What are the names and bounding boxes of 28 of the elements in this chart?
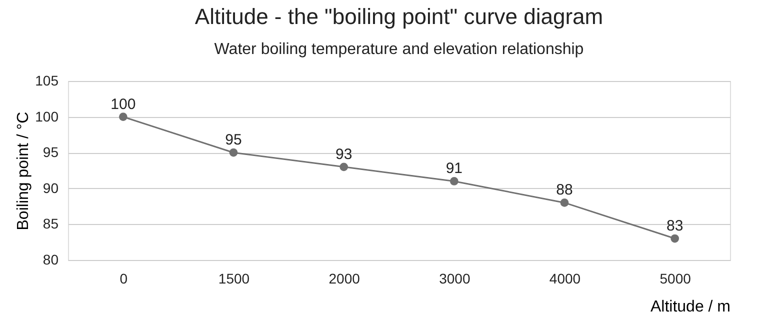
x-tick-label: 4000 [549,270,581,286]
point [340,162,348,172]
y-tick-label: 95 [42,144,59,160]
point [229,148,238,157]
chart-subtitle: Water boiling temperature and elevation relationship [214,41,584,58]
data-label: 93 [335,146,352,163]
y-tick-label: 105 [35,72,59,88]
data-label: 95 [225,132,242,149]
data-label: 100 [110,96,136,113]
point [560,198,569,207]
y-tick-label: 100 [35,108,59,124]
y-axis-title: Boiling point / °C [15,112,32,230]
x-tick-label: 0 [120,270,128,286]
y-tick-label: 80 [42,252,59,268]
x-tick-label: 5000 [660,270,692,286]
point [670,234,680,243]
x-axis-title: Altitude / m [650,298,730,316]
point [450,177,458,186]
data-label: 88 [556,182,573,199]
y-tick-label: 90 [42,180,59,196]
chart-title: Altitude - the "boiling point" curve diagram [194,4,604,29]
x-tick-label: 1500 [218,270,250,286]
x-tick-label: 2000 [328,270,360,286]
data-label: 91 [446,160,463,178]
point [118,112,128,121]
data-label: 83 [666,218,684,235]
y-tick-label: 85 [42,216,59,232]
x-tick-label: 3000 [439,270,470,286]
